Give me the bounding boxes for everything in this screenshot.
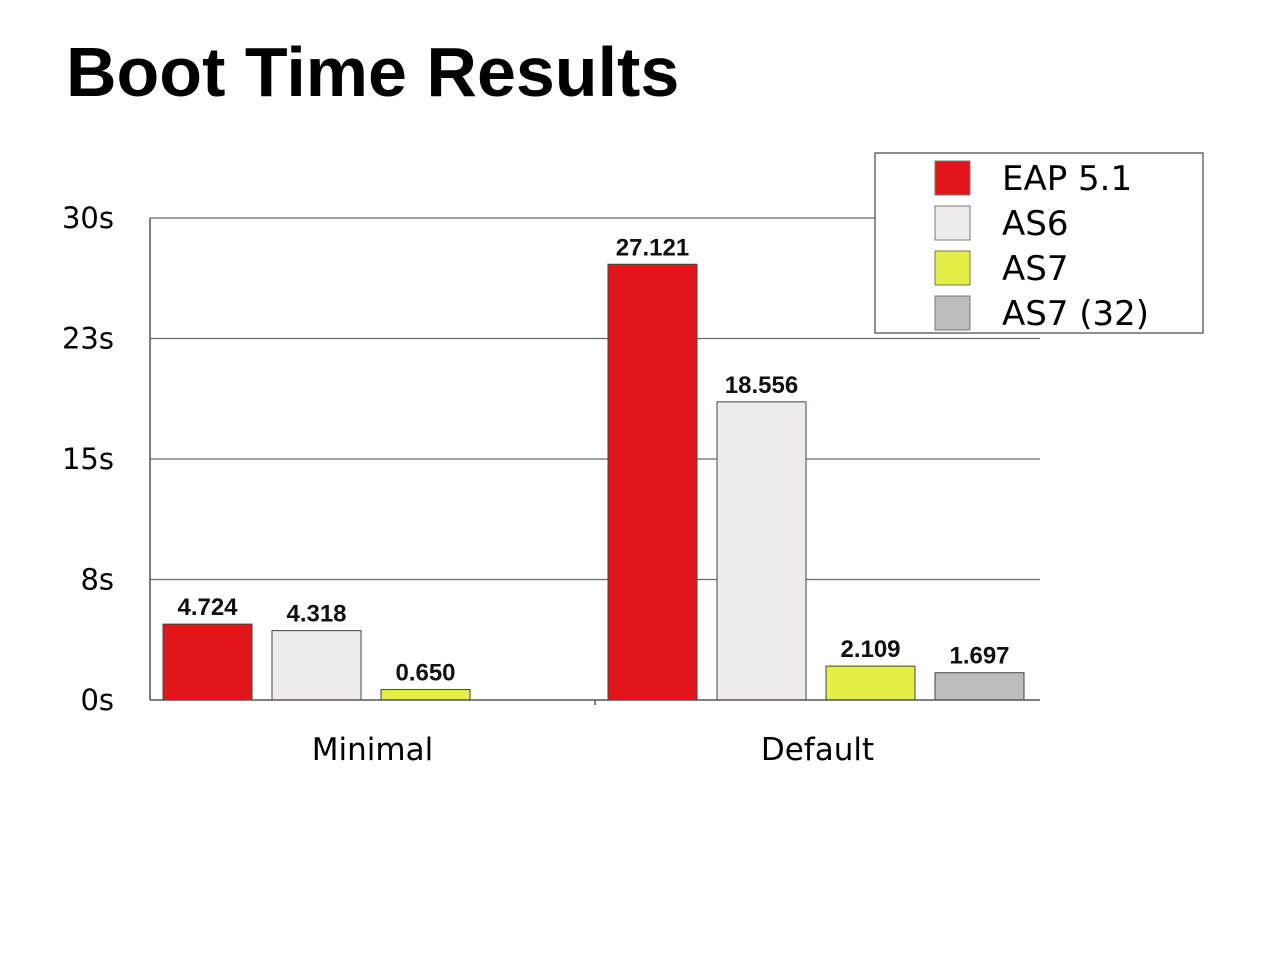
slide-title: Boot Time Results: [66, 33, 680, 111]
data-label: 4.318: [286, 601, 346, 628]
y-tick-label: 23s: [62, 322, 114, 356]
bar-as7: [380, 689, 471, 701]
data-label: 27.121: [616, 234, 689, 261]
axis-layer: 0s 8s 15s 23s 30s Minimal Default: [62, 201, 1040, 768]
legend-swatch: [934, 160, 971, 196]
grid-layer: [150, 217, 1040, 581]
y-tick-label: 30s: [62, 201, 114, 235]
data-label: 18.556: [725, 372, 798, 399]
bar-layer: [162, 263, 1025, 701]
legend-label: AS7: [1002, 249, 1068, 289]
legend: EAP 5.1 AS6 AS7 AS7 (32): [874, 152, 1204, 334]
legend-label: AS6: [1002, 204, 1068, 244]
label-layer: 4.724 4.318 0.650 27.121 18.556 2.109 1.697: [175, 232, 1012, 689]
y-tick-label: 15s: [62, 442, 114, 476]
x-category-label: Default: [761, 732, 874, 768]
legend-box: [874, 152, 1204, 334]
bar-as7: [825, 665, 916, 701]
bar-as7-32: [934, 672, 1025, 701]
data-label: 2.109: [840, 636, 900, 663]
legend-swatch: [934, 295, 971, 331]
legend-swatch: [934, 205, 971, 241]
legend-label: AS7 (32): [1002, 294, 1149, 334]
data-label: 0.650: [395, 660, 455, 687]
x-category-label: Minimal: [312, 732, 433, 768]
legend-label: EAP 5.1: [1002, 159, 1132, 199]
y-tick-label: 8s: [80, 563, 114, 597]
bar-eap-5-1: [162, 623, 253, 701]
data-label: 4.724: [177, 594, 238, 621]
data-label: 1.697: [949, 643, 1009, 670]
bar-eap-5-1: [607, 263, 698, 701]
y-tick-label: 0s: [80, 683, 114, 717]
bar-as6: [716, 401, 807, 701]
legend-swatch: [934, 250, 971, 286]
bar-as6: [271, 630, 362, 701]
